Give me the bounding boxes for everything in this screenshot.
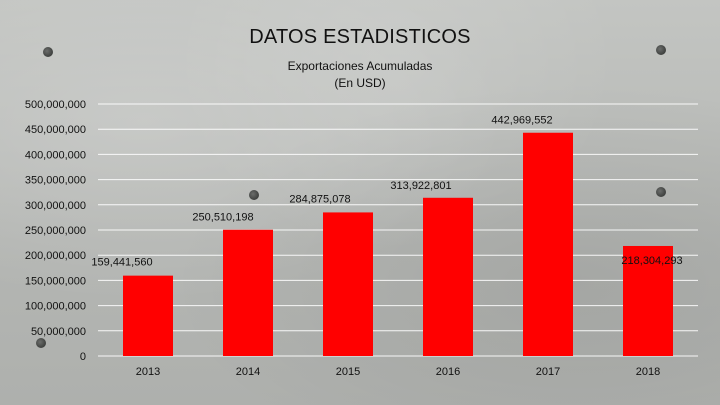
y-tick-label: 500,000,000 <box>25 99 86 111</box>
bar <box>623 245 673 356</box>
bar <box>123 275 173 356</box>
x-tick-label: 2018 <box>636 366 660 378</box>
chart-subtitle-line-2: (En USD) <box>334 76 386 90</box>
wall-bolt-decoration <box>249 190 259 200</box>
bar <box>323 212 373 356</box>
bar <box>423 197 473 356</box>
x-tick-label: 2017 <box>536 366 560 378</box>
y-tick-label: 50,000,000 <box>31 326 86 338</box>
y-tick-label: 200,000,000 <box>25 250 86 262</box>
bar <box>223 229 273 356</box>
y-tick-label: 450,000,000 <box>25 124 86 136</box>
data-label: 284,875,078 <box>289 193 350 205</box>
data-label: 442,969,552 <box>491 115 552 127</box>
data-label: 159,441,560 <box>91 257 152 269</box>
chart-subtitle: Exportaciones Acumuladas (En USD) <box>0 58 720 92</box>
x-tick-label: 2014 <box>236 366 260 378</box>
y-tick-label: 300,000,000 <box>25 200 86 212</box>
wall-bolt-decoration <box>656 45 666 55</box>
data-label: 218,304,293 <box>621 255 682 267</box>
y-tick-label: 100,000,000 <box>25 301 86 313</box>
data-label: 250,510,198 <box>192 212 253 224</box>
data-label: 313,922,801 <box>390 180 451 192</box>
wall-bolt-decoration <box>36 338 46 348</box>
wall-bolt-decoration <box>656 187 666 197</box>
y-tick-label: 150,000,000 <box>25 275 86 287</box>
y-tick-label: 0 <box>80 351 86 363</box>
y-tick-label: 350,000,000 <box>25 175 86 187</box>
chart-title: DATOS ESTADISTICOS <box>249 26 471 48</box>
bar <box>523 132 573 356</box>
y-tick-label: 400,000,000 <box>25 149 86 161</box>
x-tick-label: 2015 <box>336 366 360 378</box>
x-tick-label: 2016 <box>436 366 460 378</box>
chart-subtitle-line-1: Exportaciones Acumuladas <box>287 59 433 73</box>
y-tick-label: 250,000,000 <box>25 225 86 237</box>
wall-bolt-decoration <box>43 47 53 57</box>
x-tick-label: 2013 <box>136 366 160 378</box>
